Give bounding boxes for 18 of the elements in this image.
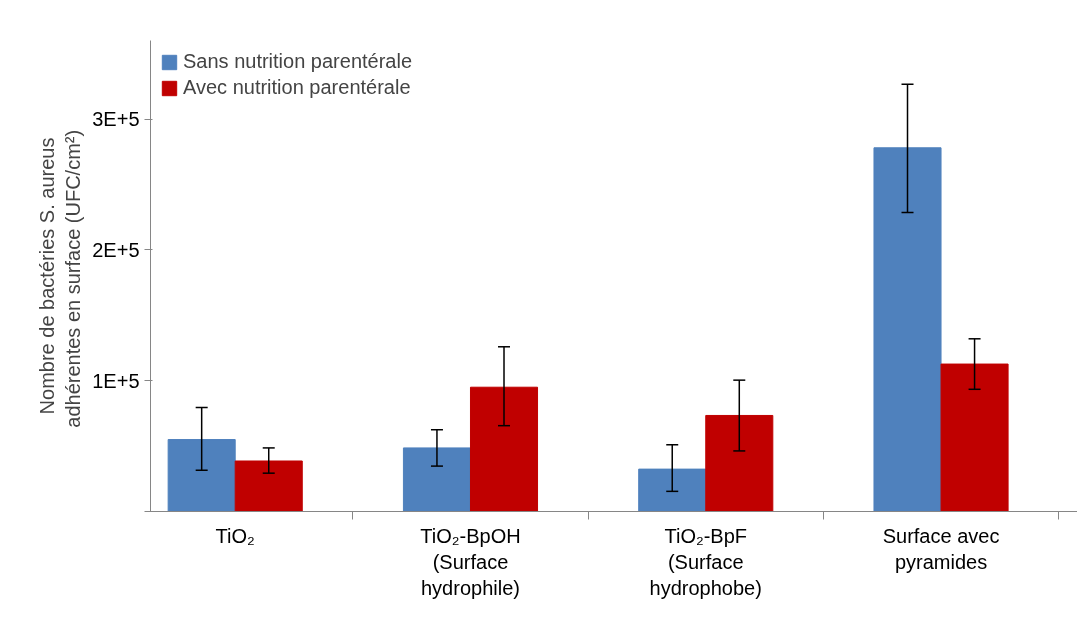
legend-label: Sans nutrition parentérale xyxy=(183,50,413,73)
y-tick-label: 2E+5 xyxy=(92,238,140,261)
bar xyxy=(940,363,1009,512)
y-tick-label: 1E+5 xyxy=(92,369,140,392)
bar xyxy=(402,447,471,512)
bar xyxy=(873,147,942,512)
x-tick-label: Surface avec pyramides xyxy=(882,524,1000,573)
bar xyxy=(167,439,236,512)
x-tick-label: TiO₂ xyxy=(215,524,255,547)
bar xyxy=(705,414,774,512)
legend-label: Avec nutrition parentérale xyxy=(183,76,411,99)
bar xyxy=(469,386,539,512)
y-axis-title: Nombre de bactéries S. aureus adhérentes en surface (UFC/cm²) xyxy=(35,129,85,428)
bar xyxy=(234,460,303,512)
x-tick-label: TiO₂-BpF (Surface hydrophobe) xyxy=(649,524,762,600)
x-tick-label: TiO₂-BpOH (Surface hydrophile) xyxy=(420,524,521,600)
bar xyxy=(638,468,707,512)
y-tick-label: 3E+5 xyxy=(92,108,140,130)
